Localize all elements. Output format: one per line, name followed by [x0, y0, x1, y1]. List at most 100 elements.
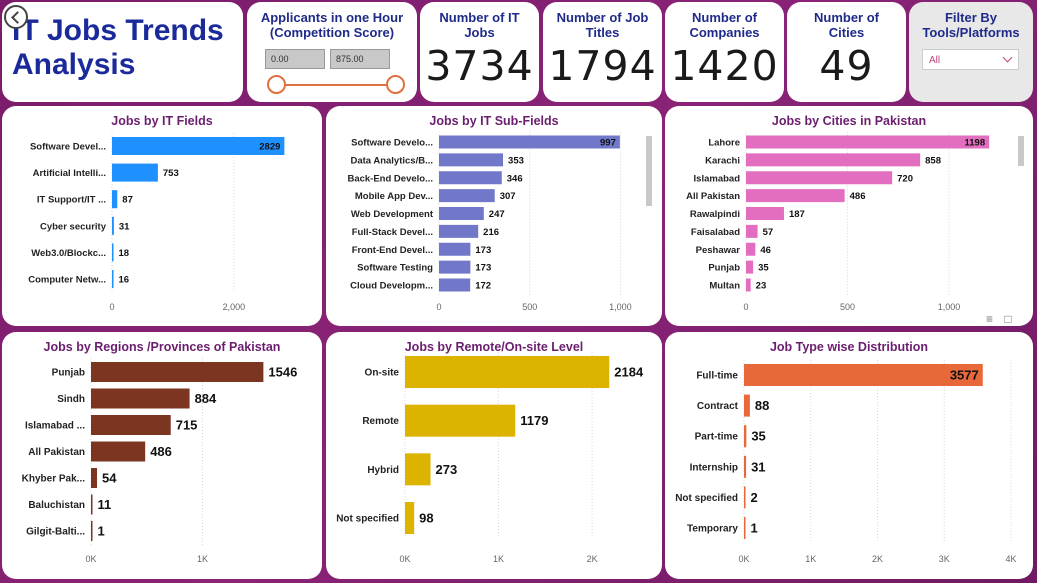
bar[interactable] — [439, 260, 471, 274]
data-label: 1198 — [965, 138, 986, 149]
bar[interactable] — [91, 521, 93, 541]
category-label: Temporary — [687, 524, 738, 535]
bar[interactable] — [746, 171, 893, 185]
bar[interactable] — [91, 468, 98, 488]
chart-it-fields: 0 2,000 Software Devel... 2829 Artificial In… — [28, 133, 285, 312]
bar[interactable] — [91, 494, 93, 515]
kpi-title: Number of Cities — [787, 10, 906, 40]
kpi-value: 3734 — [425, 42, 534, 90]
kpi-companies: Number of Companies 1420 — [665, 2, 784, 102]
bar[interactable] — [746, 153, 921, 167]
bar[interactable] — [439, 224, 479, 238]
chevron-down-icon[interactable] — [1002, 52, 1013, 63]
bar[interactable] — [439, 242, 471, 256]
scrollbar[interactable] — [1018, 136, 1024, 166]
bar[interactable] — [744, 425, 747, 448]
bar[interactable] — [746, 207, 784, 220]
kpi-title-line-1: Number of — [692, 10, 757, 25]
bar[interactable] — [405, 453, 431, 486]
bar[interactable] — [112, 190, 118, 209]
slicer-min-input[interactable]: 0.00 — [265, 49, 325, 69]
bar[interactable] — [746, 278, 751, 292]
back-arrow-icon[interactable] — [4, 5, 28, 29]
kpi-title-line-2: Jobs — [464, 25, 495, 40]
bar[interactable] — [746, 135, 990, 149]
chart-card-jobtype: Job Type wise Distribution 0K 1K 2K 3K 4K Ful… — [665, 332, 1033, 579]
bar[interactable] — [112, 216, 114, 235]
category-label: Artificial Intelli... — [33, 168, 106, 179]
kpi-value: 49 — [819, 42, 874, 90]
category-label: Mobile App Dev... — [355, 191, 433, 202]
bar[interactable] — [746, 189, 845, 203]
bar[interactable] — [746, 242, 756, 256]
data-label: 2184 — [614, 365, 644, 380]
category-label: Software Develo... — [351, 138, 433, 149]
category-label: Back-End Develo... — [347, 173, 433, 184]
bar[interactable] — [91, 388, 190, 409]
x-tick-label: 2,000 — [223, 302, 246, 312]
slicer-title-line-1: Applicants in one Hour — [260, 10, 404, 25]
slider-handle-min[interactable] — [267, 75, 286, 94]
bar[interactable] — [405, 502, 415, 534]
chart-title: Jobs by Remote/On-site Level — [404, 340, 584, 354]
chart-title: Jobs by IT Sub-Fields — [429, 114, 559, 128]
data-label: 715 — [176, 418, 198, 433]
bar[interactable] — [744, 364, 983, 386]
bar[interactable] — [405, 404, 516, 437]
focus-mode-icon[interactable]: □ — [1004, 312, 1012, 326]
tools-filter-dropdown[interactable]: All — [922, 49, 1019, 70]
bar[interactable] — [744, 486, 746, 509]
bar[interactable] — [91, 362, 264, 382]
filter-icon[interactable]: ≡ — [986, 312, 994, 326]
bar[interactable] — [439, 171, 502, 185]
x-tick-label: 0 — [436, 302, 441, 312]
category-label: All Pakistan — [686, 191, 740, 202]
category-label: Baluchistan — [28, 500, 85, 511]
bar[interactable] — [112, 137, 285, 155]
bar[interactable] — [439, 278, 471, 292]
bar[interactable] — [91, 441, 146, 462]
data-label: 54 — [102, 471, 117, 486]
category-label: Not specified — [675, 493, 738, 504]
x-tick-label: 500 — [840, 302, 855, 312]
bar[interactable] — [112, 270, 114, 288]
slicer-max-input[interactable]: 875.00 — [330, 49, 390, 69]
bar[interactable] — [746, 224, 758, 238]
bar[interactable] — [439, 207, 484, 220]
data-label: 35 — [751, 429, 765, 444]
data-label: 11 — [98, 497, 112, 512]
bar[interactable] — [112, 243, 114, 262]
bar[interactable] — [112, 163, 158, 182]
slicer-title-line-2: (Competition Score) — [269, 25, 395, 40]
category-label: Islamabad ... — [25, 421, 85, 432]
competition-score-slicer[interactable]: Applicants in one Hour (Competition Scor… — [247, 2, 417, 102]
data-label: 2 — [751, 490, 758, 505]
category-label: Front-End Devel... — [352, 245, 433, 256]
scrollbar[interactable] — [646, 136, 652, 206]
kpi-job-titles: Number of Job Titles 1794 — [543, 2, 662, 102]
bar[interactable] — [439, 189, 495, 203]
bar[interactable] — [744, 517, 746, 539]
data-label: 98 — [419, 511, 433, 526]
bar[interactable] — [744, 394, 750, 417]
bar[interactable] — [744, 455, 747, 478]
data-label: 172 — [475, 281, 491, 292]
data-label: 1 — [751, 521, 758, 536]
slider-track[interactable] — [277, 84, 397, 86]
kpi-title: Number of Companies — [665, 10, 784, 40]
data-label: 173 — [475, 263, 491, 274]
data-label: 23 — [756, 281, 767, 292]
category-label: Web3.0/Blockc... — [31, 248, 106, 259]
data-label: 31 — [751, 459, 765, 474]
chart-title: Jobs by IT Fields — [111, 114, 213, 128]
bar[interactable] — [439, 135, 620, 149]
category-label: Punjab — [52, 368, 85, 379]
bar[interactable] — [746, 260, 754, 274]
bar[interactable] — [405, 356, 610, 388]
bar[interactable] — [439, 153, 504, 167]
category-label: Cyber security — [40, 221, 107, 232]
bar[interactable] — [91, 415, 171, 435]
slider-handle-max[interactable] — [386, 75, 405, 94]
x-tick-label: 1,000 — [938, 302, 961, 312]
kpi-title-line-2: Companies — [689, 25, 760, 40]
